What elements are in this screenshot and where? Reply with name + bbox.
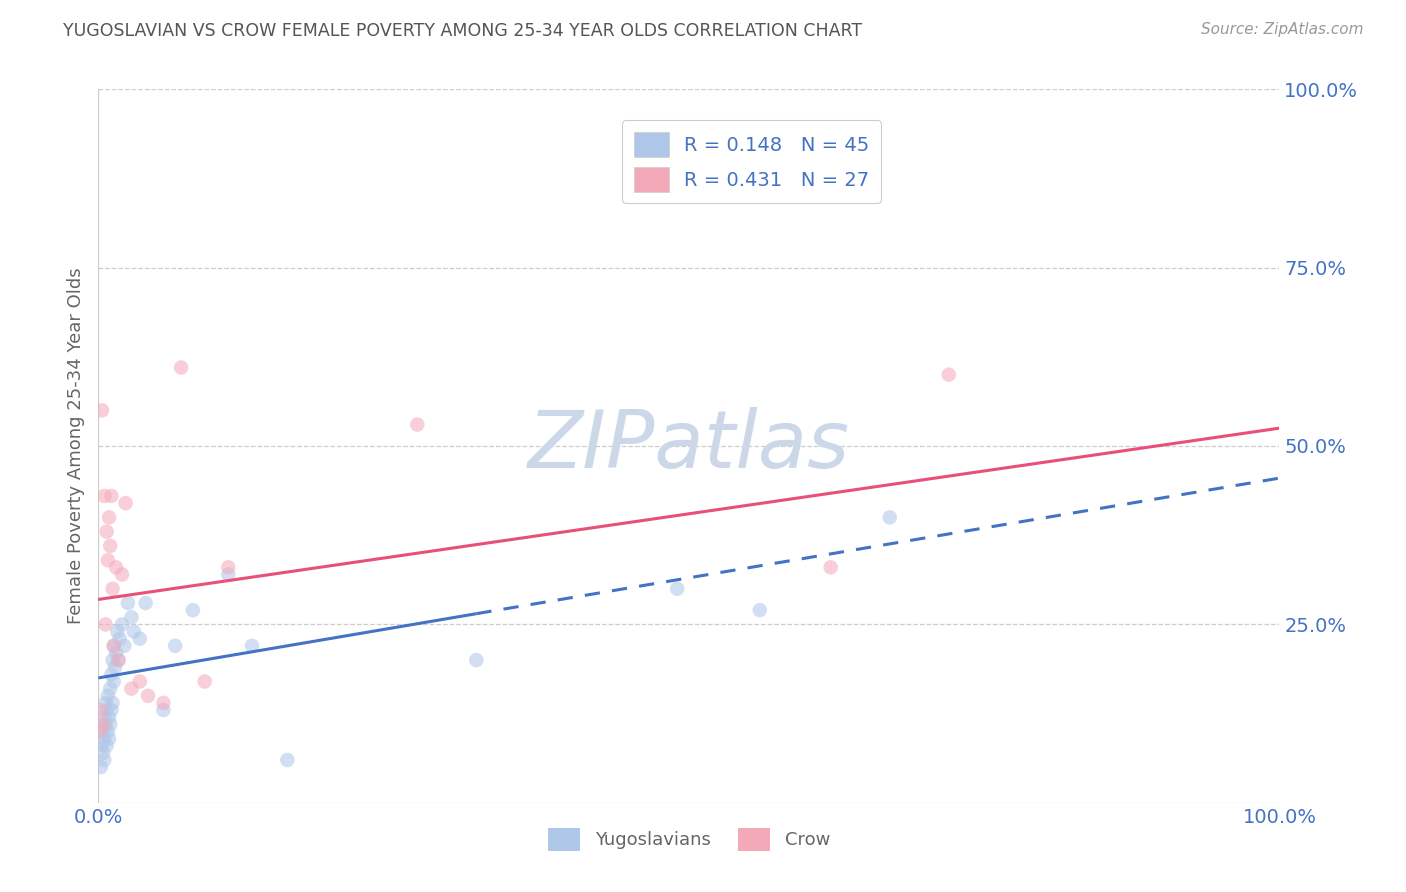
Point: [181, 603, 204, 617]
Point: [93, 753, 115, 767]
Point: [879, 510, 901, 524]
Point: [91, 739, 114, 753]
Point: [90, 703, 112, 717]
Point: [100, 489, 122, 503]
Y-axis label: Female Poverty Among 25-34 Year Olds: Female Poverty Among 25-34 Year Olds: [66, 268, 84, 624]
Point: [748, 603, 770, 617]
Point: [91, 717, 114, 731]
Point: [121, 610, 143, 624]
Point: [406, 417, 429, 432]
Point: [820, 560, 842, 574]
Point: [103, 674, 125, 689]
Point: [103, 639, 125, 653]
Point: [111, 617, 134, 632]
Point: [136, 689, 159, 703]
Point: [98, 731, 121, 746]
Point: [101, 582, 124, 596]
Point: [114, 496, 136, 510]
Point: [108, 632, 131, 646]
Point: [91, 746, 114, 760]
Point: [97, 724, 120, 739]
Legend: Yugoslavians, Crow: Yugoslavians, Crow: [540, 821, 838, 858]
Point: [100, 703, 122, 717]
Point: [89, 724, 111, 739]
Point: [96, 739, 118, 753]
Point: [94, 717, 117, 731]
Point: [91, 710, 114, 724]
Point: [100, 667, 122, 681]
Point: [112, 639, 135, 653]
Point: [122, 624, 145, 639]
Point: [94, 696, 117, 710]
Point: [152, 703, 174, 717]
Point: [121, 681, 143, 696]
Point: [276, 753, 298, 767]
Point: [101, 696, 124, 710]
Text: YUGOSLAVIAN VS CROW FEMALE POVERTY AMONG 25-34 YEAR OLDS CORRELATION CHART: YUGOSLAVIAN VS CROW FEMALE POVERTY AMONG…: [63, 22, 862, 40]
Point: [240, 639, 263, 653]
Point: [97, 689, 120, 703]
Point: [217, 560, 239, 574]
Point: [105, 624, 128, 639]
Point: [93, 731, 115, 746]
Point: [91, 403, 114, 417]
Point: [93, 489, 115, 503]
Point: [97, 553, 120, 567]
Point: [98, 681, 121, 696]
Point: [90, 760, 112, 774]
Point: [98, 510, 121, 524]
Point: [465, 653, 488, 667]
Point: [103, 639, 125, 653]
Point: [101, 653, 124, 667]
Text: ZIPatlas: ZIPatlas: [527, 407, 851, 485]
Point: [938, 368, 960, 382]
Point: [105, 560, 128, 574]
Point: [107, 653, 129, 667]
Point: [111, 567, 134, 582]
Point: [98, 717, 121, 731]
Point: [105, 646, 128, 660]
Point: [94, 617, 117, 632]
Text: Source: ZipAtlas.com: Source: ZipAtlas.com: [1201, 22, 1364, 37]
Point: [135, 596, 157, 610]
Point: [666, 582, 689, 596]
Point: [194, 674, 217, 689]
Point: [96, 524, 118, 539]
Point: [128, 632, 150, 646]
Point: [96, 703, 118, 717]
Point: [128, 674, 150, 689]
Point: [107, 653, 129, 667]
Point: [117, 596, 139, 610]
Point: [152, 696, 174, 710]
Point: [170, 360, 193, 375]
Point: [104, 660, 127, 674]
Point: [98, 710, 121, 724]
Point: [165, 639, 187, 653]
Point: [98, 539, 121, 553]
Point: [217, 567, 239, 582]
Point: [91, 724, 114, 739]
